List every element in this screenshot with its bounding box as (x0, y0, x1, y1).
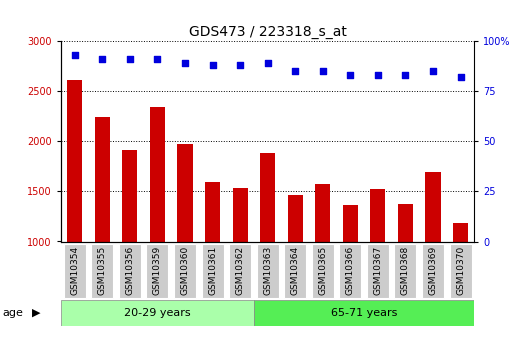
FancyBboxPatch shape (201, 244, 224, 298)
FancyBboxPatch shape (449, 244, 472, 298)
FancyBboxPatch shape (257, 244, 279, 298)
Text: GSM10360: GSM10360 (181, 246, 189, 295)
Text: GSM10368: GSM10368 (401, 246, 410, 295)
Point (236, 63, 244, 68)
Bar (205, 183, 220, 342)
Point (263, 61, 272, 66)
Text: ▶: ▶ (32, 308, 40, 318)
FancyBboxPatch shape (339, 244, 361, 298)
Point (456, 75, 465, 80)
FancyBboxPatch shape (312, 244, 334, 298)
Text: GSM10356: GSM10356 (126, 246, 134, 295)
Point (401, 73, 410, 78)
Point (208, 63, 217, 68)
Point (70, 53, 79, 58)
Bar (233, 188, 248, 342)
Text: GSM10359: GSM10359 (153, 246, 162, 295)
FancyBboxPatch shape (174, 244, 196, 298)
Point (429, 69, 437, 74)
Point (319, 69, 327, 74)
Text: GSM10367: GSM10367 (374, 246, 382, 295)
Text: GSM10355: GSM10355 (98, 246, 107, 295)
Bar (315, 185, 330, 342)
Text: GSM10364: GSM10364 (291, 246, 299, 295)
Bar (453, 224, 468, 342)
Text: GSM10365: GSM10365 (319, 246, 327, 295)
FancyBboxPatch shape (91, 244, 113, 298)
FancyBboxPatch shape (119, 244, 141, 298)
Text: GSM10362: GSM10362 (236, 246, 244, 295)
Point (126, 57, 134, 62)
Bar (426, 172, 440, 342)
FancyBboxPatch shape (254, 300, 474, 326)
FancyBboxPatch shape (367, 244, 389, 298)
Bar (178, 145, 192, 342)
Text: GSM10354: GSM10354 (70, 246, 79, 295)
Text: GSM10361: GSM10361 (208, 246, 217, 295)
Bar (95, 117, 110, 342)
Text: GSM10363: GSM10363 (263, 246, 272, 295)
Bar (288, 196, 303, 342)
Point (291, 69, 299, 74)
Title: GDS473 / 223318_s_at: GDS473 / 223318_s_at (189, 25, 347, 39)
Bar (67, 80, 82, 342)
FancyBboxPatch shape (146, 244, 169, 298)
Point (98, 57, 107, 62)
FancyBboxPatch shape (64, 244, 86, 298)
Text: 65-71 years: 65-71 years (331, 308, 398, 318)
FancyBboxPatch shape (422, 244, 444, 298)
Text: 20-29 years: 20-29 years (124, 308, 191, 318)
Bar (343, 206, 358, 342)
Bar (122, 150, 137, 342)
Bar (398, 205, 413, 342)
Point (181, 61, 189, 66)
Point (346, 73, 355, 78)
Point (153, 57, 162, 62)
Point (374, 73, 382, 78)
Bar (370, 189, 385, 342)
FancyBboxPatch shape (229, 244, 251, 298)
Text: age: age (3, 308, 23, 318)
FancyBboxPatch shape (284, 244, 306, 298)
FancyBboxPatch shape (61, 300, 254, 326)
Bar (260, 154, 275, 342)
Bar (150, 107, 165, 342)
FancyBboxPatch shape (394, 244, 417, 298)
Text: GSM10366: GSM10366 (346, 246, 355, 295)
Text: GSM10370: GSM10370 (456, 246, 465, 295)
Text: GSM10369: GSM10369 (429, 246, 437, 295)
